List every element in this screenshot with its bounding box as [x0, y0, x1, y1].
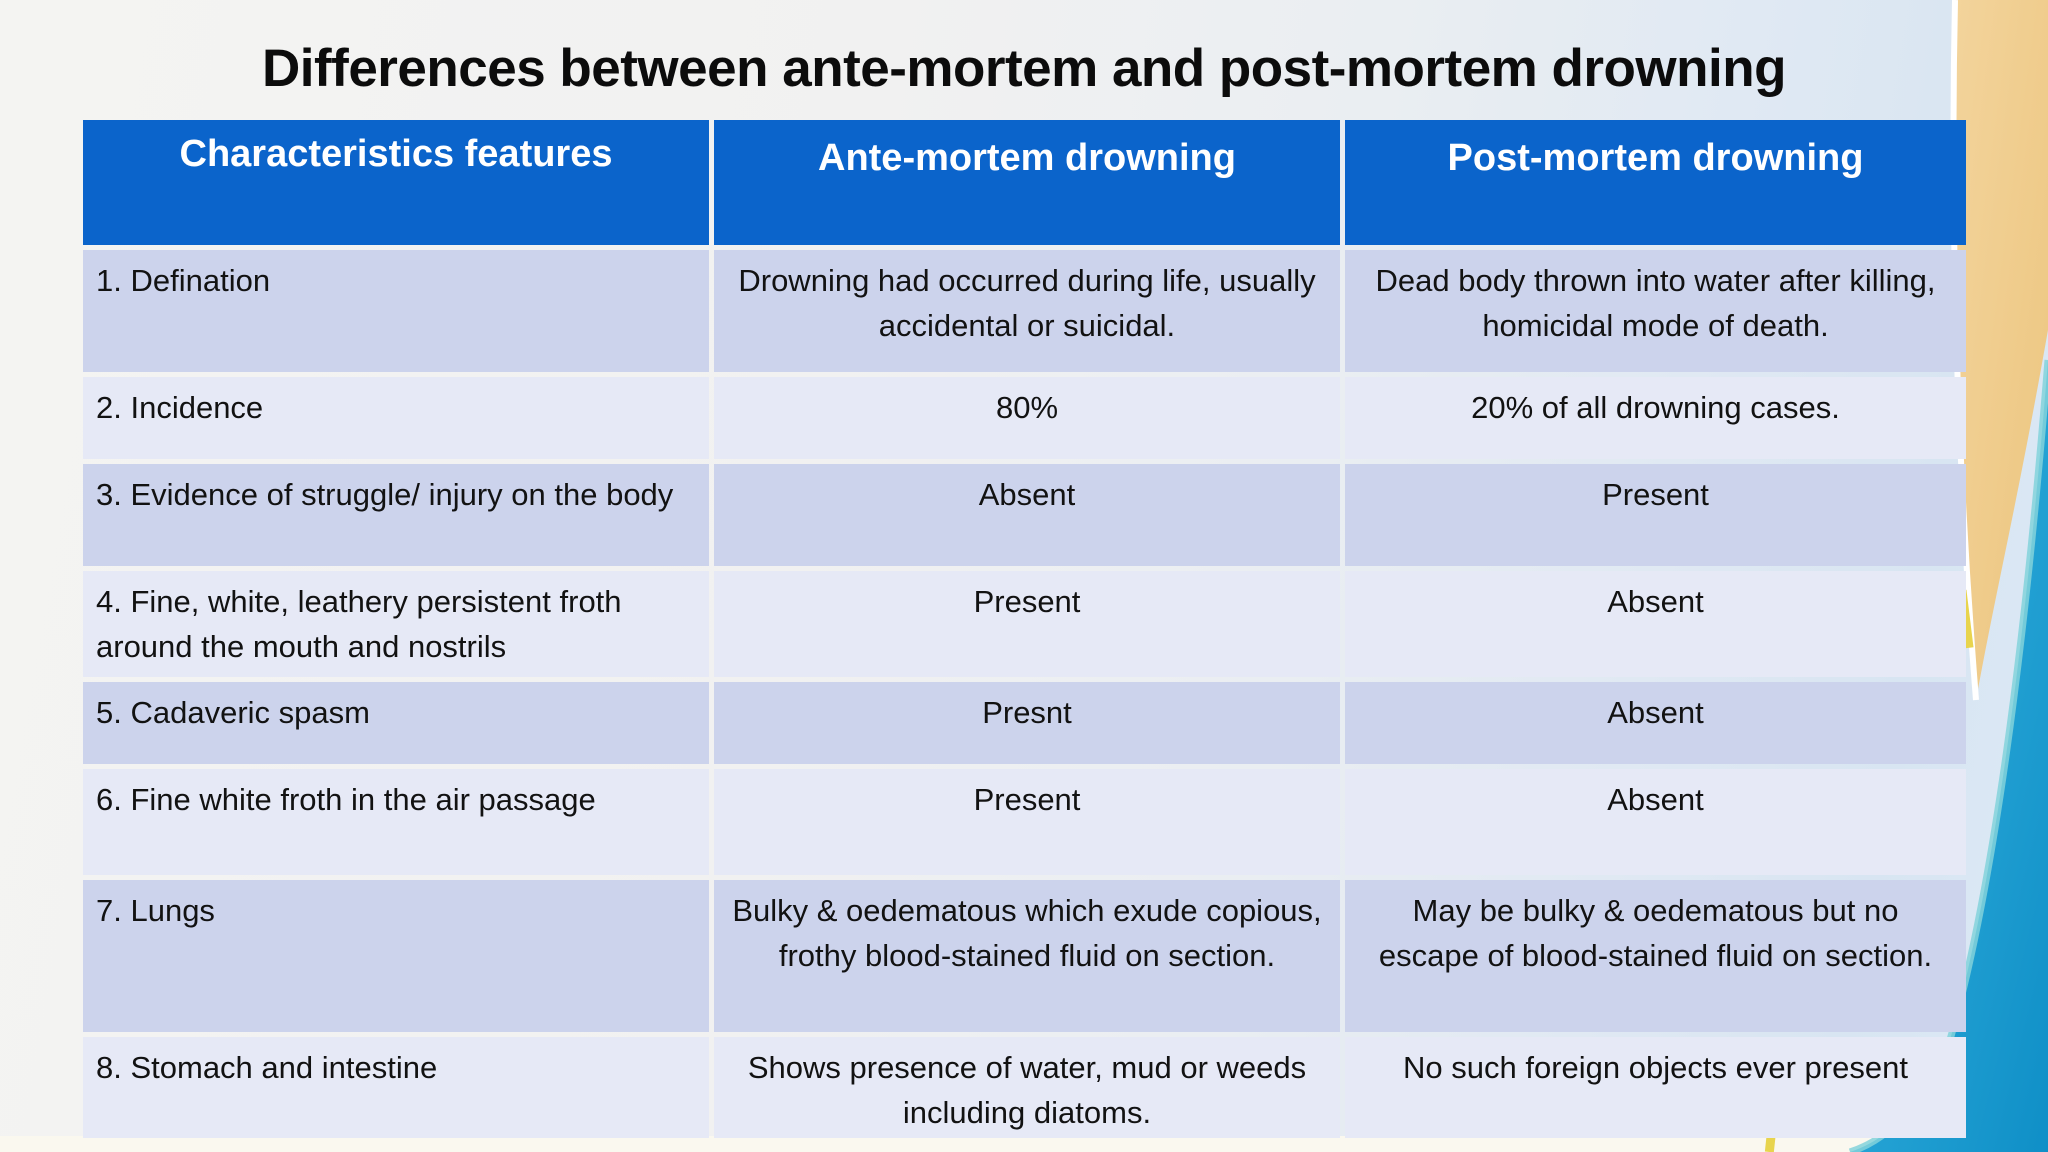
cell-ante-7: Bulky & oedematous which exude copious, … [714, 880, 1340, 1032]
cell-post-3: Present [1345, 464, 1966, 566]
cell-ante-6: Present [714, 769, 1340, 875]
cell-feature-6: 6. Fine white froth in the air passage [83, 769, 709, 875]
header-post-mortem: Post-mortem drowning [1345, 120, 1966, 245]
orange-swoosh [1953, 0, 2048, 700]
cell-post-5: Absent [1345, 682, 1966, 764]
cell-ante-1: Drowning had occurred during life, usual… [714, 250, 1340, 372]
cell-ante-3: Absent [714, 464, 1340, 566]
cell-post-4: Absent [1345, 571, 1966, 677]
cell-ante-2: 80% [714, 377, 1340, 459]
comparison-table: Characteristics features Ante-mortem dro… [83, 120, 1966, 1138]
cell-ante-8: Shows presence of water, mud or weeds in… [714, 1037, 1340, 1138]
cell-feature-3: 3. Evidence of struggle/ injury on the b… [83, 464, 709, 566]
cell-feature-2: 2. Incidence [83, 377, 709, 459]
cell-feature-8: 8. Stomach and intestine [83, 1037, 709, 1138]
cell-post-6: Absent [1345, 769, 1966, 875]
cell-feature-7: 7. Lungs [83, 880, 709, 1032]
header-ante-mortem: Ante-mortem drowning [714, 120, 1340, 245]
slide-title: Differences between ante-mortem and post… [262, 39, 1786, 98]
cell-feature-1: 1. Defination [83, 250, 709, 372]
cell-post-2: 20% of all drowning cases. [1345, 377, 1966, 459]
cell-post-7: May be bulky & oedematous but no escape … [1345, 880, 1966, 1032]
cell-post-1: Dead body thrown into water after killin… [1345, 250, 1966, 372]
bottom-accent-strip [0, 1136, 2048, 1152]
cell-ante-5: Presnt [714, 682, 1340, 764]
cell-feature-5: 5. Cadaveric spasm [83, 682, 709, 764]
cell-post-8: No such foreign objects ever present [1345, 1037, 1966, 1138]
cell-feature-4: 4. Fine, white, leathery persistent frot… [83, 571, 709, 677]
header-characteristics: Characteristics features [83, 120, 709, 245]
cell-ante-4: Present [714, 571, 1340, 677]
